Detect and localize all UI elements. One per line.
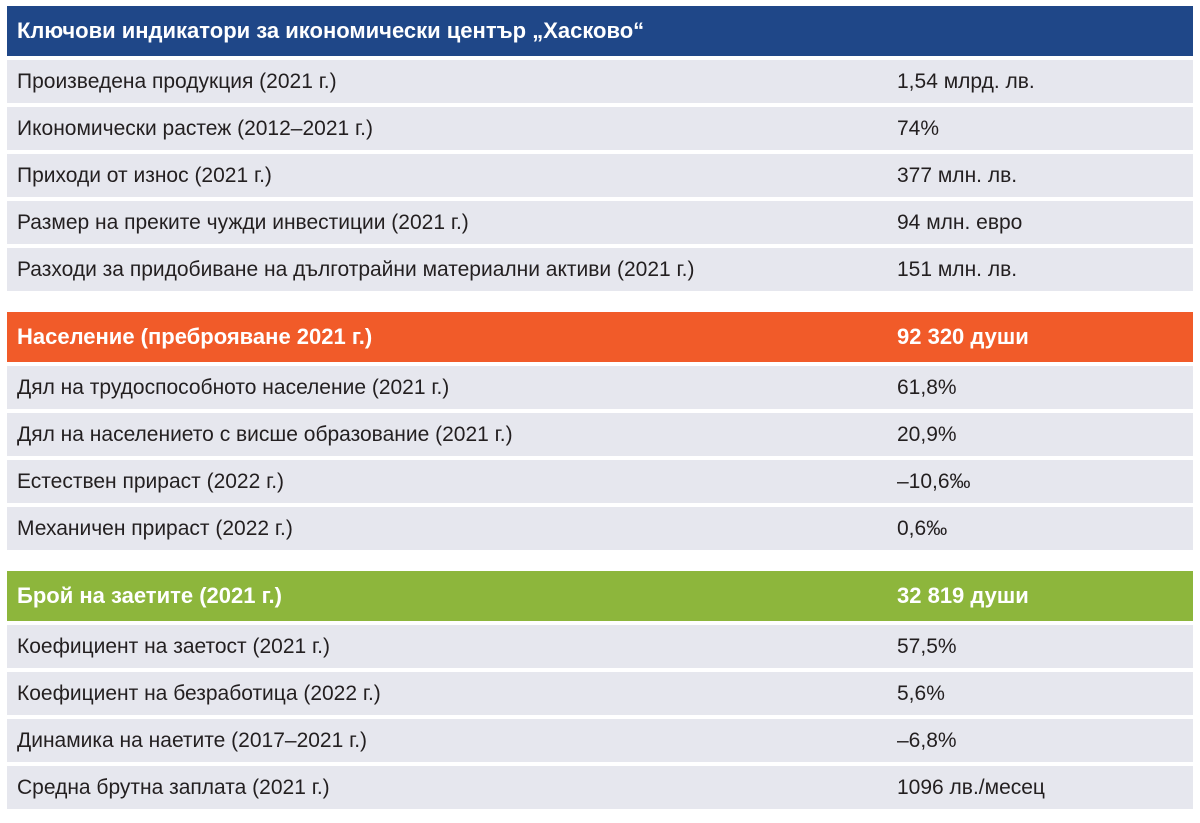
row-value: –10,6‰ <box>897 469 971 493</box>
row-value: 1096 лв./месец <box>897 775 1045 799</box>
row-label: Размер на преките чужди инвестиции (2021… <box>17 210 469 234</box>
table-row: Механичен прираст (2022 г.) 0,6‰ <box>7 507 1193 550</box>
row-label: Коефициент на безработица (2022 г.) <box>17 681 381 705</box>
population-total: 92 320 души <box>897 324 1029 349</box>
population-header: Население (преброяване 2021 г.) 92 320 д… <box>7 312 1193 362</box>
row-value: 74% <box>897 116 940 140</box>
row-value: 377 млн. лв. <box>897 163 1018 187</box>
row-label: Средна брутна заплата (2021 г.) <box>17 775 330 799</box>
economic-title: Ключови индикатори за икономически центъ… <box>17 18 645 43</box>
row-value: 61,8% <box>897 375 957 399</box>
employment-indicators-table: Брой на заетите (2021 г.) 32 819 души Ко… <box>7 571 1193 809</box>
section-gap <box>0 291 1200 312</box>
section-gap <box>0 550 1200 571</box>
employment-header: Брой на заетите (2021 г.) 32 819 души <box>7 571 1193 621</box>
table-row: Дял на населението с висше образование (… <box>7 413 1193 456</box>
population-title: Население (преброяване 2021 г.) <box>17 324 373 349</box>
row-label: Разходи за придобиване на дълготрайни ма… <box>17 257 695 281</box>
table-row: Икономически растеж (2012–2021 г.) 74% <box>7 107 1193 150</box>
table-row: Дял на трудоспособното население (2021 г… <box>7 366 1193 409</box>
row-label: Естествен прираст (2022 г.) <box>17 469 285 493</box>
row-label: Приходи от износ (2021 г.) <box>17 163 272 187</box>
table-row: Размер на преките чужди инвестиции (2021… <box>7 201 1193 244</box>
row-label: Динамика на наетите (2017–2021 г.) <box>17 728 368 752</box>
table-row: Средна брутна заплата (2021 г.) 1096 лв.… <box>7 766 1193 809</box>
table-row: Естествен прираст (2022 г.) –10,6‰ <box>7 460 1193 503</box>
row-value: 57,5% <box>897 634 957 658</box>
row-value: 20,9% <box>897 422 957 446</box>
row-value: –6,8% <box>897 728 957 752</box>
employment-title: Брой на заетите (2021 г.) <box>17 583 282 608</box>
table-row: Коефициент на безработица (2022 г.) 5,6% <box>7 672 1193 715</box>
row-label: Икономически растеж (2012–2021 г.) <box>17 116 373 140</box>
employment-total: 32 819 души <box>897 583 1029 608</box>
row-label: Дял на трудоспособното население (2021 г… <box>17 375 450 399</box>
row-value: 5,6% <box>897 681 945 705</box>
row-value: 0,6‰ <box>897 516 948 540</box>
row-label: Коефициент на заетост (2021 г.) <box>17 634 330 658</box>
economic-header: Ключови индикатори за икономически центъ… <box>7 6 1193 56</box>
table-row: Разходи за придобиване на дълготрайни ма… <box>7 248 1193 291</box>
row-value: 94 млн. евро <box>897 210 1023 234</box>
row-value: 1,54 млрд. лв. <box>897 69 1035 93</box>
population-indicators-table: Население (преброяване 2021 г.) 92 320 д… <box>7 312 1193 550</box>
row-label: Произведена продукция (2021 г.) <box>17 69 337 93</box>
table-row: Динамика на наетите (2017–2021 г.) –6,8% <box>7 719 1193 762</box>
row-label: Механичен прираст (2022 г.) <box>17 516 293 540</box>
economic-indicators-table: Ключови индикатори за икономически центъ… <box>7 6 1193 291</box>
row-label: Дял на населението с висше образование (… <box>17 422 513 446</box>
table-row: Коефициент на заетост (2021 г.) 57,5% <box>7 625 1193 668</box>
table-row: Произведена продукция (2021 г.) 1,54 млр… <box>7 60 1193 103</box>
table-row: Приходи от износ (2021 г.) 377 млн. лв. <box>7 154 1193 197</box>
row-value: 151 млн. лв. <box>897 257 1018 281</box>
